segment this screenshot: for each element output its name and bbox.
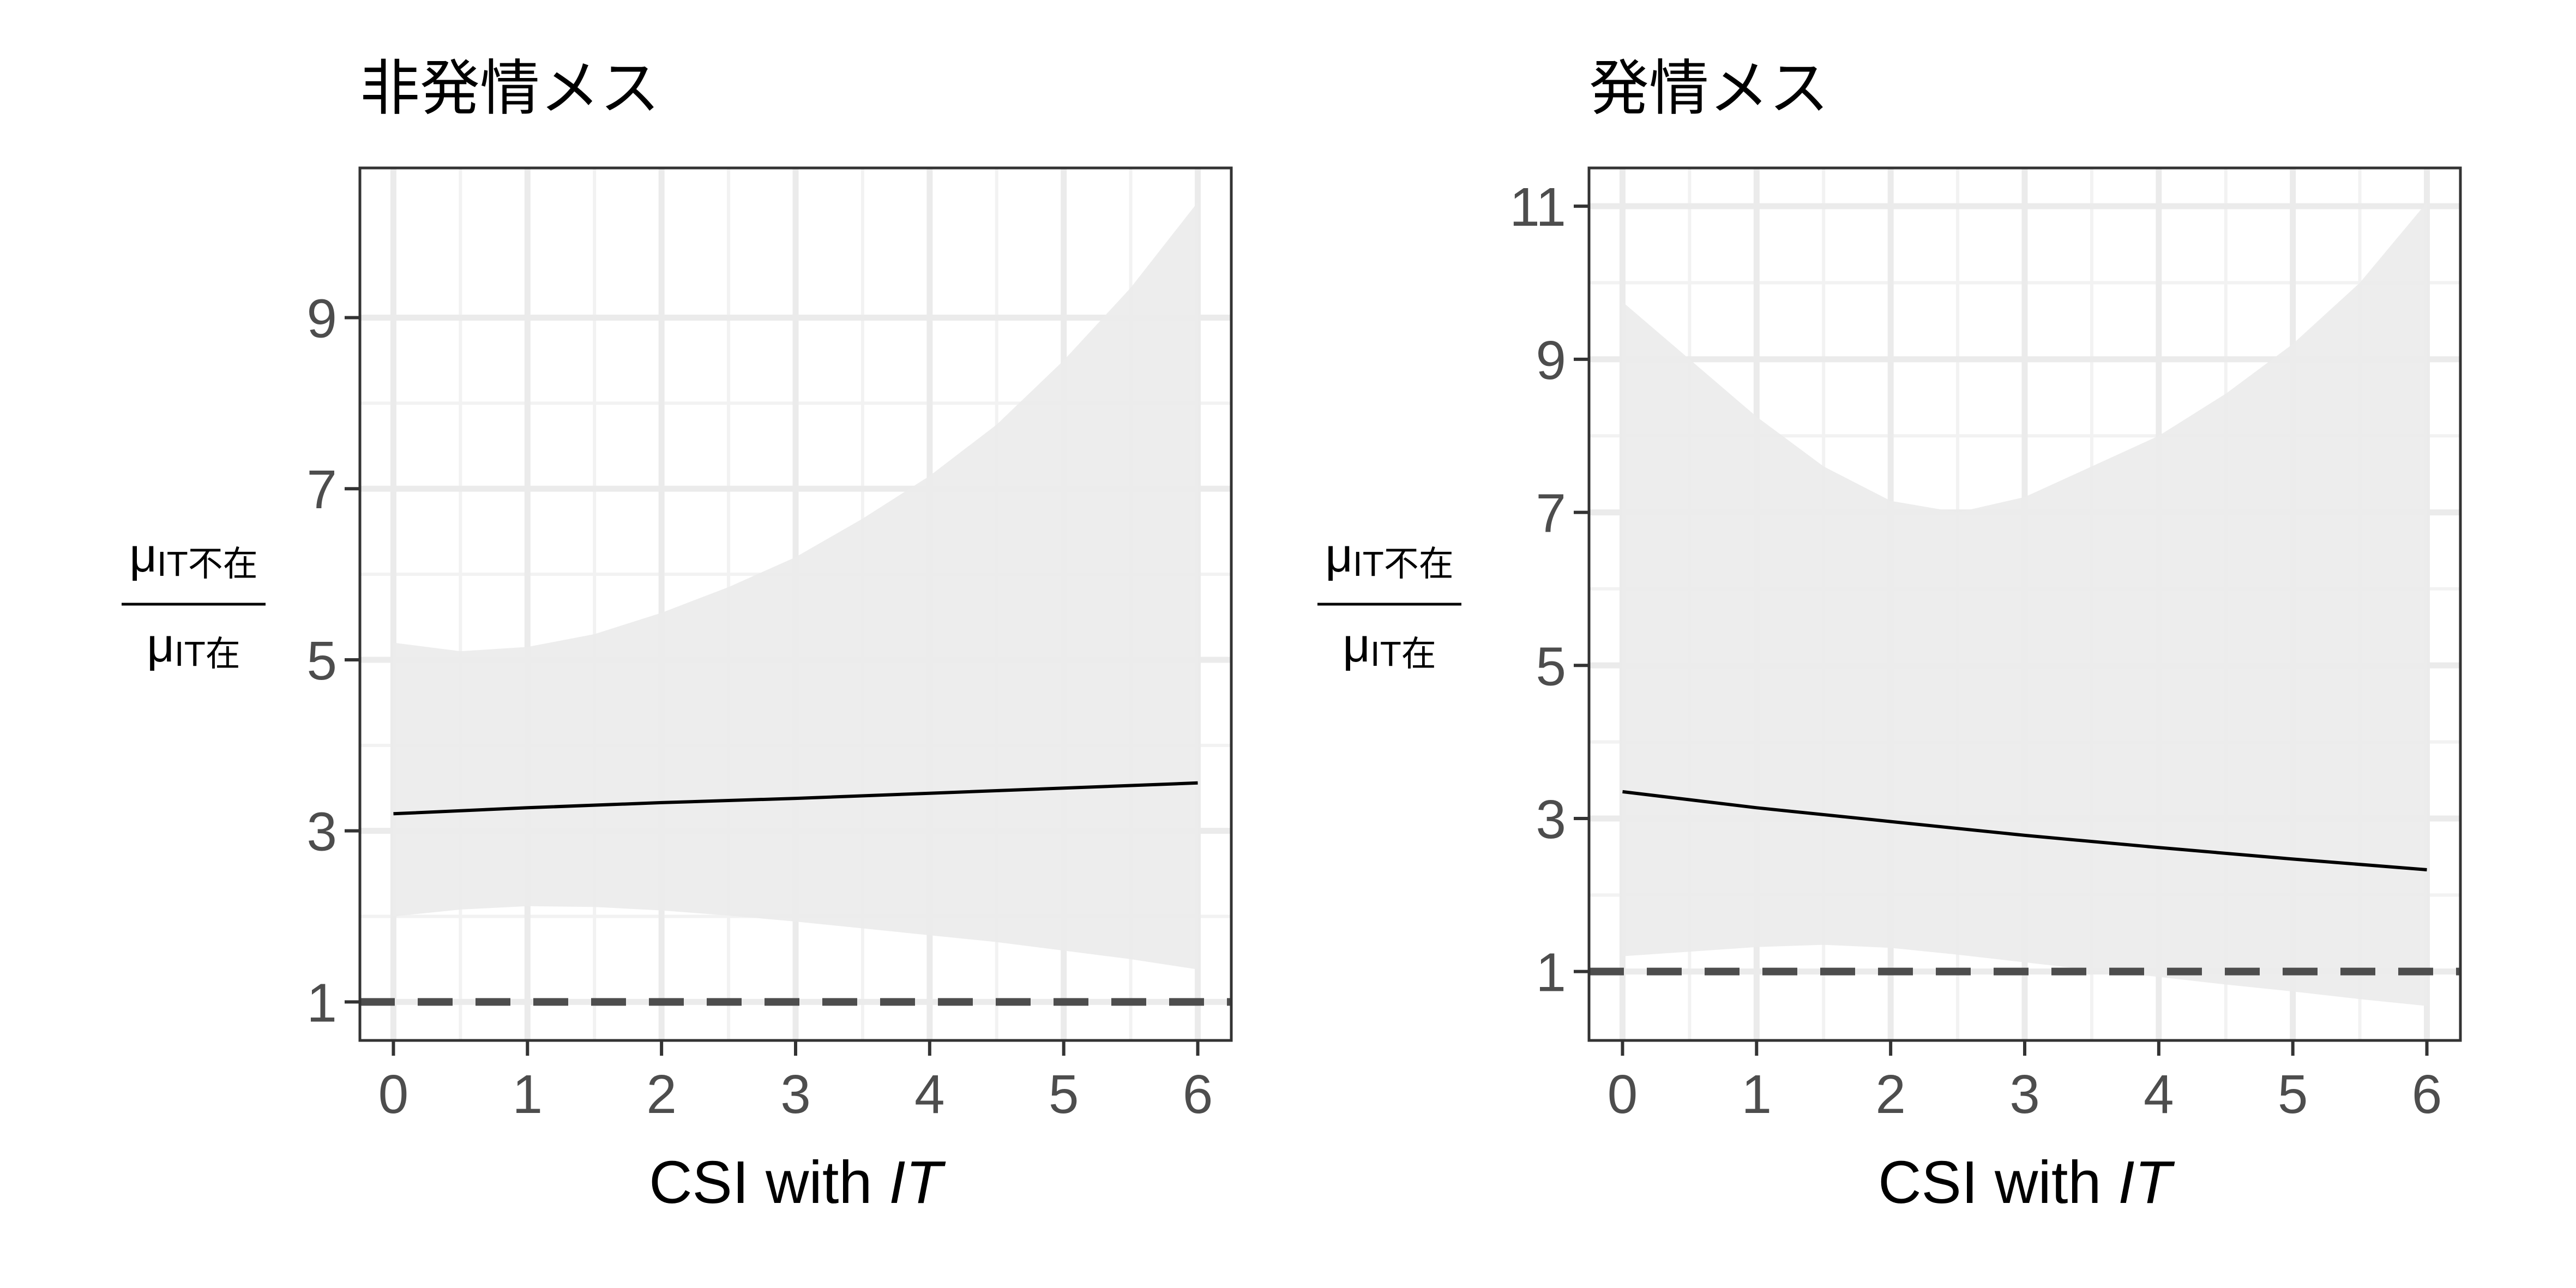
y-tick-label: 5 xyxy=(306,630,337,691)
y-tick-label: 1 xyxy=(1536,942,1566,1003)
numerator-subscript: IT不在 xyxy=(1353,544,1454,583)
confidence-ribbon xyxy=(1622,202,2427,1006)
denominator-subscript: IT在 xyxy=(1370,634,1436,673)
y-tick-label: 7 xyxy=(1536,483,1566,544)
fitted-line xyxy=(1622,790,2427,871)
denominator-subscript: IT在 xyxy=(174,634,240,673)
panel-title: 発情メス xyxy=(1589,55,1829,122)
denominator-symbol: μ xyxy=(1343,618,1370,672)
y-axis-title-denominator: μIT在 xyxy=(1343,618,1436,673)
y-tick-label: 3 xyxy=(306,802,337,863)
y-axis-title-numerator: μIT不在 xyxy=(1325,528,1454,583)
x-tick-label: 1 xyxy=(1741,1064,1772,1125)
numerator-subscript: IT不在 xyxy=(157,544,258,583)
x-tick-label: 4 xyxy=(914,1064,945,1125)
x-axis-title-text: CSI with xyxy=(1878,1149,2118,1216)
fitted-line xyxy=(393,781,1198,816)
y-tick-label: 3 xyxy=(1536,789,1566,850)
x-tick-label: 5 xyxy=(1049,1064,1079,1125)
denominator-symbol: μ xyxy=(147,618,174,672)
y-tick-label: 11 xyxy=(1509,177,1566,238)
x-axis-title: CSI with IT xyxy=(649,1149,946,1216)
x-tick-label: 2 xyxy=(1875,1064,1906,1125)
y-axis-title-numerator: μIT不在 xyxy=(129,528,258,583)
numerator-symbol: μ xyxy=(129,528,157,582)
y-tick-label: 9 xyxy=(1536,330,1566,391)
x-tick-label: 5 xyxy=(2278,1064,2308,1125)
x-axis-title-italic: IT xyxy=(2118,1149,2175,1216)
x-tick-label: 6 xyxy=(2412,1064,2442,1125)
x-axis-title-text: CSI with xyxy=(649,1149,889,1216)
x-tick-label: 3 xyxy=(2009,1064,2040,1125)
y-tick-label: 1 xyxy=(306,972,337,1033)
confidence-ribbon xyxy=(393,202,1198,970)
numerator-symbol: μ xyxy=(1325,528,1353,582)
y-tick-label: 5 xyxy=(1536,636,1566,697)
x-tick-label: 0 xyxy=(1608,1064,1638,1125)
y-tick-label: 7 xyxy=(306,459,337,520)
panel-title: 非発情メス xyxy=(360,55,660,122)
x-tick-label: 6 xyxy=(1183,1064,1213,1125)
x-tick-label: 4 xyxy=(2144,1064,2174,1125)
x-axis-title: CSI with IT xyxy=(1878,1149,2175,1216)
x-tick-label: 0 xyxy=(378,1064,409,1125)
x-tick-label: 1 xyxy=(512,1064,543,1125)
y-axis-title-denominator: μIT在 xyxy=(147,618,240,673)
x-tick-label: 3 xyxy=(780,1064,811,1125)
x-axis-title-italic: IT xyxy=(889,1149,946,1216)
y-tick-label: 9 xyxy=(306,288,337,350)
x-tick-label: 2 xyxy=(646,1064,677,1125)
